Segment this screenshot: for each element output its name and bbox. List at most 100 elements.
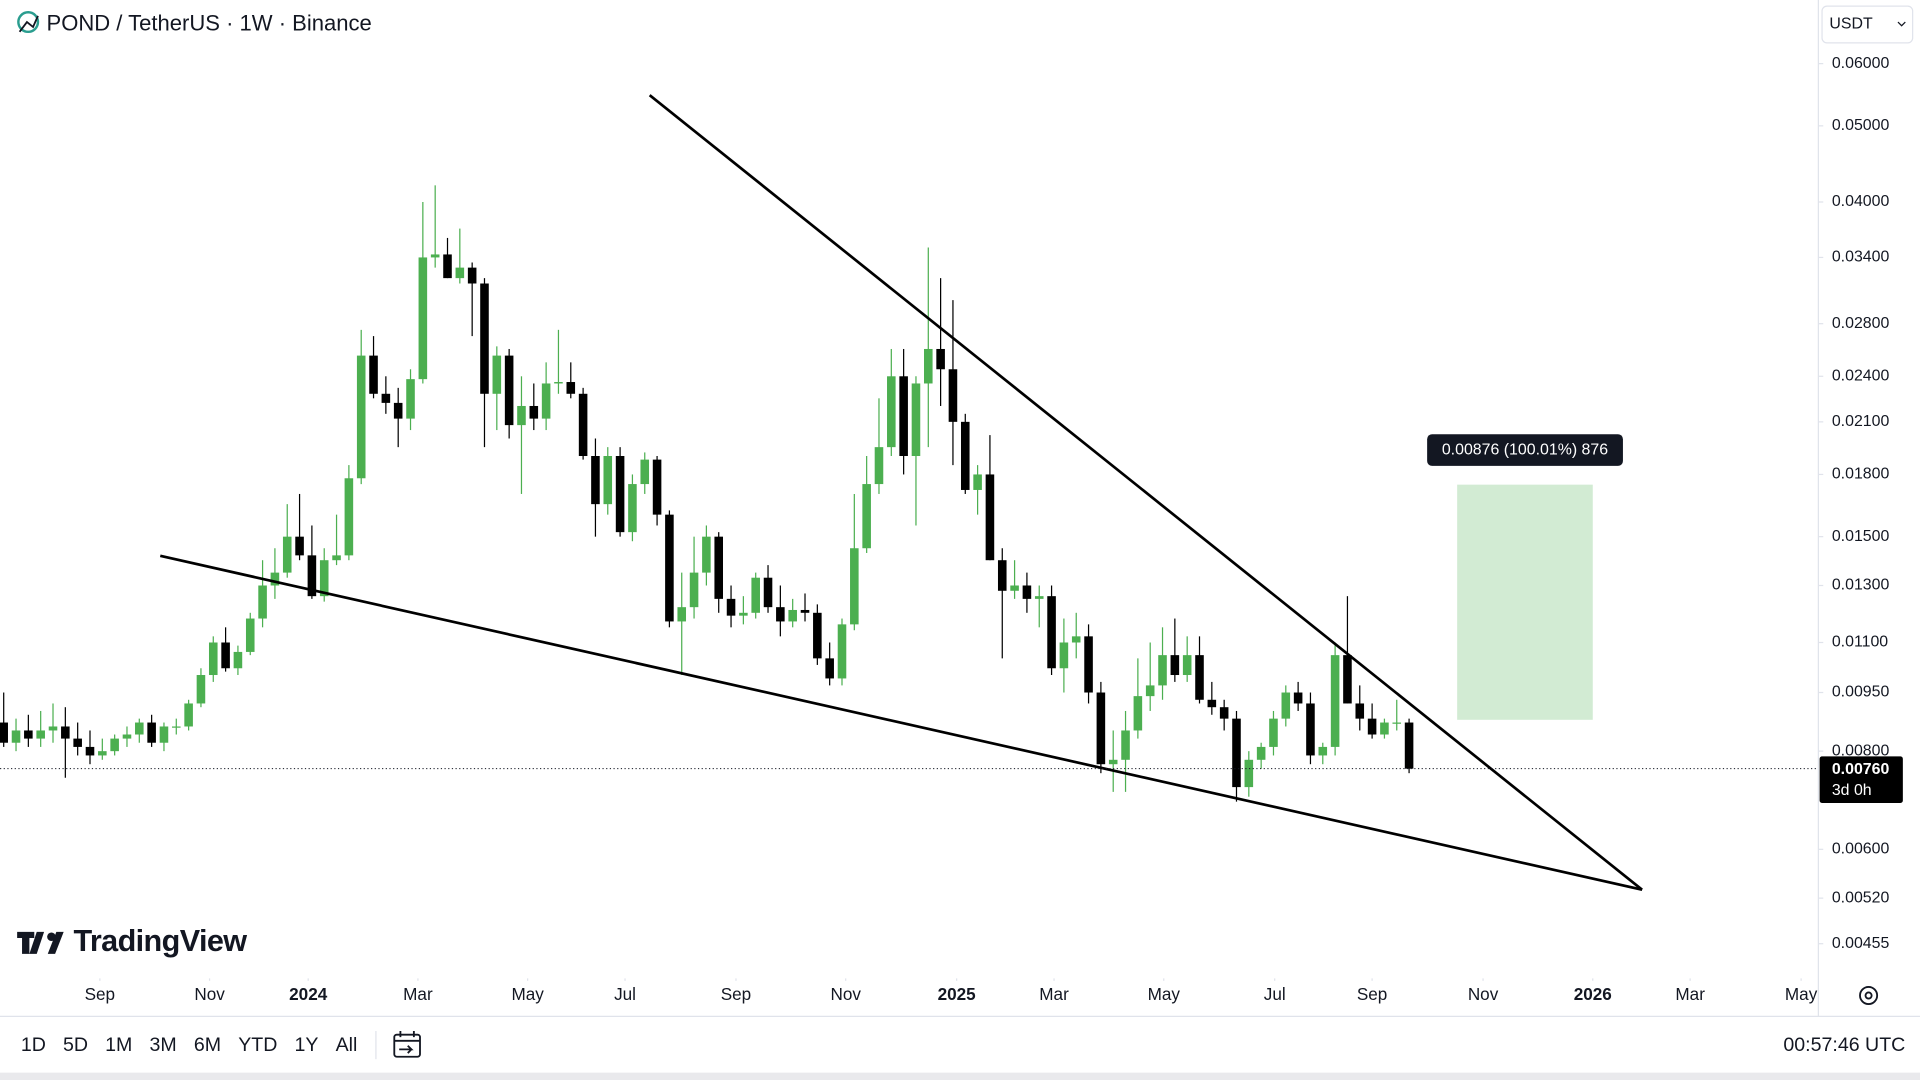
trendline	[159, 554, 1643, 892]
last-price-label: 0.00760	[1832, 761, 1890, 778]
range-button[interactable]: 1Y	[295, 1034, 319, 1056]
candle-body	[1182, 655, 1192, 676]
range-button[interactable]: All	[336, 1034, 358, 1056]
candle-body	[702, 536, 711, 573]
range-button[interactable]: 5D	[63, 1034, 88, 1056]
candle-body	[739, 612, 748, 616]
range-button[interactable]: 1M	[105, 1034, 132, 1056]
candle-body	[1392, 722, 1402, 724]
y-tick-label: 0.06000	[1832, 55, 1890, 72]
candle-body	[344, 478, 354, 556]
candle-body	[566, 382, 576, 394]
currency-label[interactable]: USDT	[1829, 16, 1873, 33]
candle-body	[1232, 718, 1241, 788]
currency-button[interactable]	[1821, 5, 1914, 44]
candle-body	[1367, 718, 1377, 735]
candle-body	[1096, 692, 1106, 765]
candle-body	[135, 722, 144, 735]
y-tick-label: 0.00455	[1832, 935, 1890, 952]
brand-logo	[17, 931, 64, 954]
candle-body	[665, 514, 674, 622]
currency-caret[interactable]	[1897, 21, 1906, 27]
candle-body	[751, 577, 760, 613]
range-button[interactable]: YTD	[238, 1034, 277, 1056]
x-tick-label: Mar	[403, 984, 433, 1004]
candle-body	[356, 355, 366, 479]
settings-icon[interactable]	[1859, 986, 1879, 1005]
y-tick-label: 0.02800	[1832, 315, 1890, 332]
y-tick-label: 0.00950	[1832, 684, 1890, 701]
candle-body	[1318, 746, 1328, 756]
x-tick-label: Nov	[194, 984, 225, 1004]
candle-body	[270, 572, 280, 586]
candle-body	[369, 355, 378, 394]
candle-body	[1133, 696, 1143, 731]
x-tick-label: Mar	[1039, 984, 1069, 1004]
candle-body	[862, 484, 871, 549]
candle-body	[578, 393, 588, 457]
x-tick-label: Sep	[85, 984, 115, 1004]
candle-body	[1293, 692, 1303, 704]
candle-body	[393, 402, 403, 419]
x-tick-label: May	[1785, 984, 1818, 1004]
candle-body	[233, 651, 243, 669]
candle-body	[172, 726, 181, 728]
measure-label: 0.00876 (100.01%) 876	[1442, 442, 1608, 459]
candle-body	[1108, 759, 1118, 765]
y-tick-label: 0.03400	[1832, 249, 1890, 266]
y-tick-label: 0.01300	[1832, 577, 1890, 594]
candle-body	[529, 405, 539, 419]
candle-body	[1219, 707, 1229, 719]
candle-body	[1010, 585, 1019, 591]
candle-body	[1256, 746, 1266, 760]
candle-body	[924, 348, 933, 384]
candle-body	[689, 572, 699, 608]
candle-body	[763, 577, 773, 608]
x-tick-label: 2025	[938, 984, 977, 1004]
candle-body	[184, 703, 193, 727]
candle-body	[159, 726, 169, 743]
candle-body	[258, 585, 267, 619]
candle-body	[36, 730, 45, 739]
range-button[interactable]: 1D	[21, 1034, 46, 1056]
range-button[interactable]: 3M	[150, 1034, 177, 1056]
date-range-icon[interactable]	[393, 1031, 421, 1058]
candle-body	[1170, 655, 1180, 676]
candle-body	[850, 548, 859, 625]
candle-body	[110, 738, 119, 752]
x-tick-label: Jul	[614, 984, 636, 1004]
candle-body	[1281, 692, 1291, 719]
candle-body	[960, 421, 970, 490]
candle-body	[726, 598, 736, 616]
candle-body	[98, 751, 107, 756]
candle-body	[788, 609, 797, 622]
candle-body	[936, 348, 945, 370]
candle-body	[282, 536, 292, 573]
x-tick-label: Sep	[721, 984, 751, 1004]
bottom-strip	[0, 1072, 1920, 1080]
measure-label-bg	[1427, 434, 1623, 466]
candle-body	[603, 456, 613, 505]
candle-body	[1022, 585, 1032, 599]
symbol-icon	[17, 11, 40, 34]
candle-body	[406, 379, 415, 419]
candle-body	[825, 658, 834, 679]
candle-body	[245, 618, 255, 652]
x-tick-label: 2024	[289, 984, 328, 1004]
x-tick-label: Mar	[1675, 984, 1705, 1004]
candle-body	[122, 734, 132, 739]
candle-body	[221, 642, 230, 669]
candle-body	[1380, 722, 1389, 735]
candle-body	[813, 612, 822, 659]
candle-body	[1343, 655, 1352, 704]
y-tick-label: 0.01100	[1832, 634, 1888, 651]
y-tick-label: 0.00800	[1832, 742, 1890, 759]
candle-body	[615, 456, 625, 533]
countdown: 3d 0h	[1832, 782, 1872, 799]
candle-body	[554, 382, 563, 384]
candle-body	[418, 257, 428, 380]
range-button[interactable]: 6M	[194, 1034, 221, 1056]
candle-body	[1071, 636, 1081, 643]
candle-body	[504, 355, 514, 426]
